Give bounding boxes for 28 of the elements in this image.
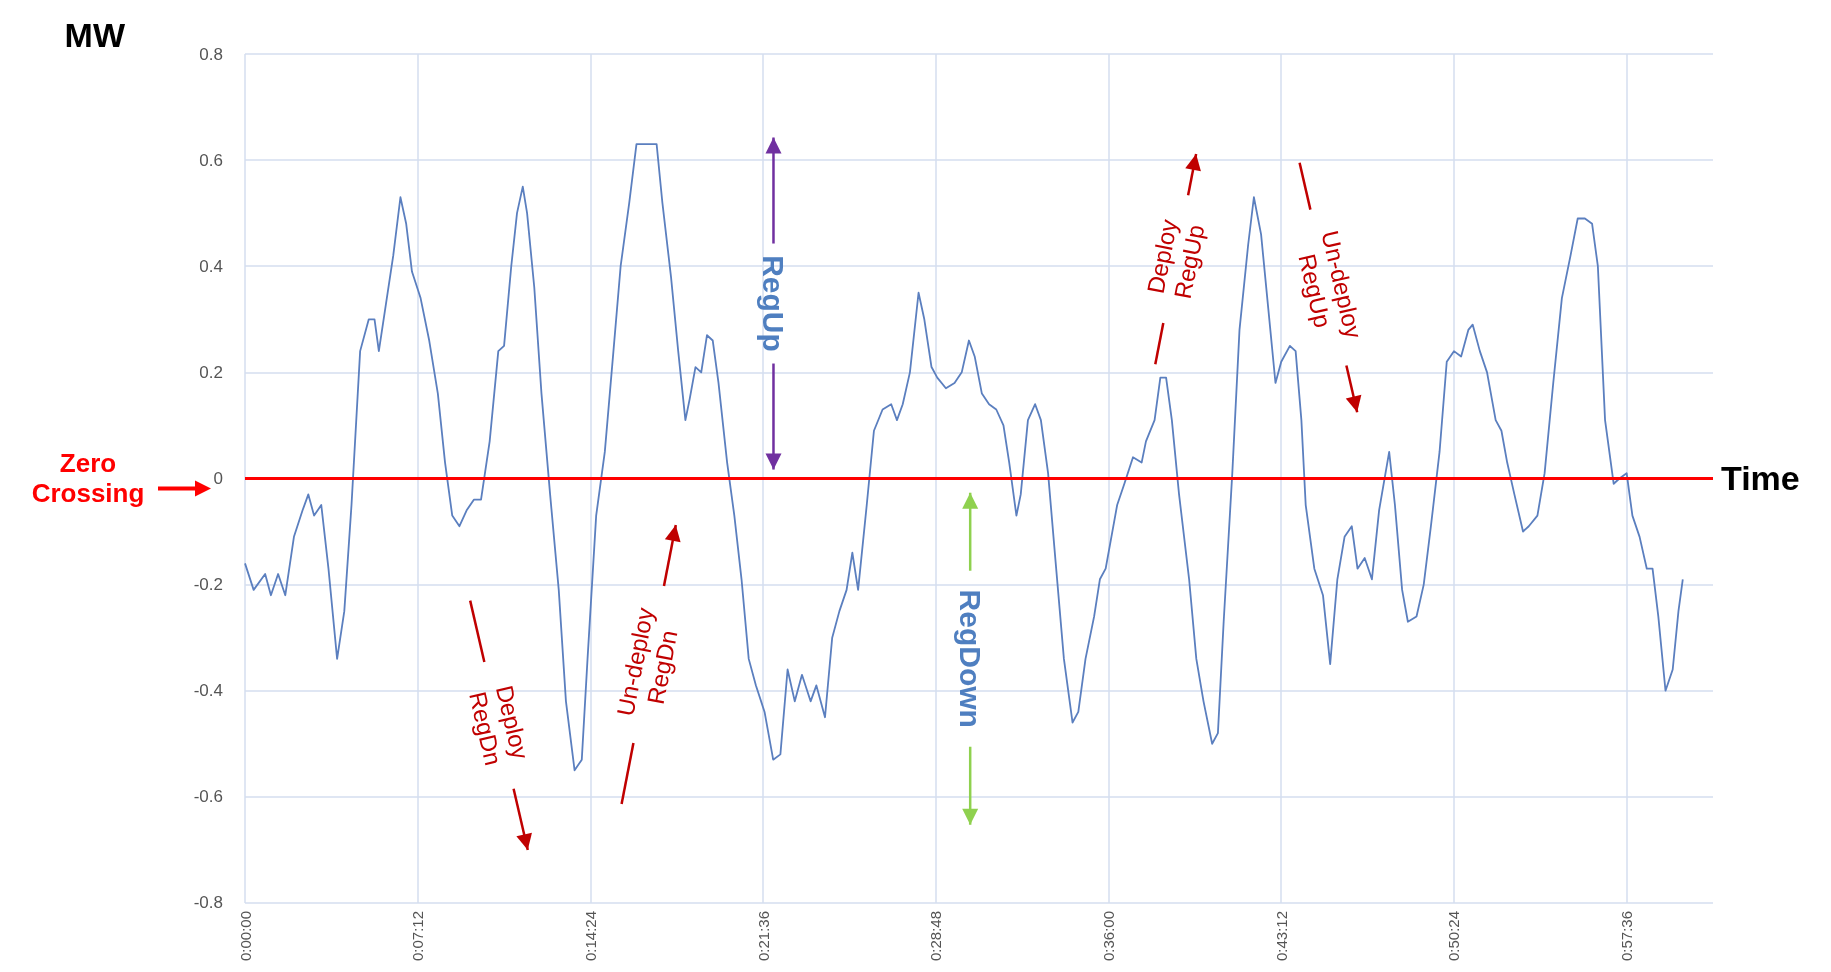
y-tick-label: -0.8 — [193, 893, 223, 913]
x-tick-label: 0:00:00 — [236, 910, 254, 961]
x-tick-label: 0:50:24 — [1445, 910, 1463, 961]
annotation: RegDown — [953, 589, 987, 728]
y-axis-title: MW — [64, 16, 126, 54]
annotation: Deploy RegUp — [1141, 217, 1210, 301]
annotation: Un-deploy RegDn — [611, 605, 683, 719]
ref-line-label: Zero Crossing — [31, 448, 145, 509]
x-tick-label: 0:36:00 — [1100, 910, 1118, 961]
y-tick-label: -0.2 — [193, 575, 223, 595]
annotation: Deploy RegDn — [464, 682, 535, 768]
y-tick-label: 0.6 — [199, 150, 223, 170]
y-tick-label: -0.4 — [193, 681, 223, 701]
y-tick-label: 0.4 — [199, 256, 223, 276]
y-tick-label: 0.8 — [199, 44, 223, 64]
x-tick-label: 0:07:12 — [409, 910, 427, 961]
x-axis-title: Time — [1721, 459, 1800, 498]
annotation: RegUp — [756, 255, 790, 352]
line-series — [244, 143, 1684, 772]
x-tick-label: 0:57:36 — [1618, 910, 1636, 961]
x-tick-label: 0:21:36 — [754, 910, 772, 961]
y-tick-label: -0.6 — [193, 787, 223, 807]
y-tick-label: 0.2 — [199, 362, 223, 382]
y-tick-label: 0 — [213, 468, 223, 488]
annotation: Un-deploy RegUp — [1293, 228, 1368, 341]
x-tick-label: 0:43:12 — [1272, 910, 1290, 961]
x-tick-label: 0:14:24 — [581, 910, 599, 961]
x-tick-label: 0:28:48 — [927, 910, 945, 961]
